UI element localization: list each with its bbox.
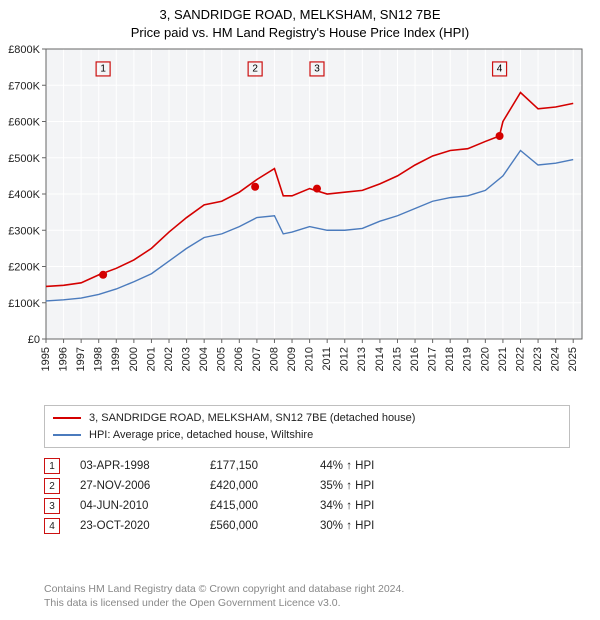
svg-text:2019: 2019 — [462, 347, 474, 371]
transaction-date: 04-JUN-2010 — [80, 500, 190, 512]
transaction-date: 27-NOV-2006 — [80, 480, 190, 492]
transaction-number: 2 — [44, 478, 60, 494]
svg-text:2010: 2010 — [304, 347, 316, 371]
svg-text:£400K: £400K — [8, 189, 40, 201]
svg-text:2009: 2009 — [286, 347, 298, 371]
svg-text:2: 2 — [252, 64, 258, 75]
legend-swatch — [53, 417, 81, 419]
transaction-row: 4 23-OCT-2020 £560,000 30% ↑ HPI — [44, 516, 570, 536]
svg-text:2003: 2003 — [180, 347, 192, 371]
svg-text:2022: 2022 — [514, 347, 526, 371]
svg-text:1995: 1995 — [40, 347, 52, 371]
svg-text:2007: 2007 — [251, 347, 263, 371]
transaction-pct: 44% ↑ HPI — [320, 460, 420, 472]
transaction-row: 3 04-JUN-2010 £415,000 34% ↑ HPI — [44, 496, 570, 516]
transaction-row: 2 27-NOV-2006 £420,000 35% ↑ HPI — [44, 476, 570, 496]
chart-title: 3, SANDRIDGE ROAD, MELKSHAM, SN12 7BE Pr… — [0, 0, 600, 41]
legend-swatch — [53, 434, 81, 436]
svg-text:2020: 2020 — [479, 347, 491, 371]
legend: 3, SANDRIDGE ROAD, MELKSHAM, SN12 7BE (d… — [44, 405, 570, 448]
svg-text:1997: 1997 — [75, 347, 87, 371]
chart-svg: £0 £100K £200K £300K £400K £500K £600K £700K £80… — [0, 41, 600, 401]
transaction-price: £415,000 — [210, 500, 300, 512]
svg-text:2023: 2023 — [532, 347, 544, 371]
svg-text:£800K: £800K — [8, 44, 40, 56]
transaction-number: 1 — [44, 458, 60, 474]
legend-label: 3, SANDRIDGE ROAD, MELKSHAM, SN12 7BE (d… — [89, 410, 415, 427]
svg-text:2016: 2016 — [409, 347, 421, 371]
svg-text:2012: 2012 — [339, 347, 351, 371]
svg-text:2013: 2013 — [356, 347, 368, 371]
svg-text:2021: 2021 — [497, 347, 509, 371]
transaction-date: 23-OCT-2020 — [80, 520, 190, 532]
svg-text:£200K: £200K — [8, 262, 40, 274]
svg-text:2015: 2015 — [391, 347, 403, 371]
svg-text:£500K: £500K — [8, 153, 40, 165]
svg-text:2006: 2006 — [233, 347, 245, 371]
transaction-date: 03-APR-1998 — [80, 460, 190, 472]
svg-text:2018: 2018 — [444, 347, 456, 371]
svg-text:2025: 2025 — [567, 347, 579, 371]
transaction-table: 1 03-APR-1998 £177,150 44% ↑ HPI 2 27-NOV-200… — [44, 456, 570, 536]
svg-text:2004: 2004 — [198, 347, 210, 371]
title-line-1: 3, SANDRIDGE ROAD, MELKSHAM, SN12 7BE — [0, 6, 600, 24]
page: 3, SANDRIDGE ROAD, MELKSHAM, SN12 7BE Pr… — [0, 0, 600, 620]
svg-text:2002: 2002 — [163, 347, 175, 371]
chart: £0 £100K £200K £300K £400K £500K £600K £700K £80… — [0, 41, 600, 401]
legend-row: HPI: Average price, detached house, Wilt… — [53, 427, 561, 444]
footer-line-1: Contains HM Land Registry data © Crown c… — [44, 582, 570, 596]
transaction-pct: 30% ↑ HPI — [320, 520, 420, 532]
footer-line-2: This data is licensed under the Open Gov… — [44, 596, 570, 610]
transaction-price: £177,150 — [210, 460, 300, 472]
svg-text:1: 1 — [100, 64, 106, 75]
svg-text:2011: 2011 — [321, 347, 333, 371]
svg-text:2000: 2000 — [128, 347, 140, 371]
legend-label: HPI: Average price, detached house, Wilt… — [89, 427, 313, 444]
legend-row: 3, SANDRIDGE ROAD, MELKSHAM, SN12 7BE (d… — [53, 410, 561, 427]
svg-text:3: 3 — [314, 64, 320, 75]
title-line-2: Price paid vs. HM Land Registry's House … — [0, 24, 600, 42]
transaction-row: 1 03-APR-1998 £177,150 44% ↑ HPI — [44, 456, 570, 476]
transaction-price: £560,000 — [210, 520, 300, 532]
svg-text:£300K: £300K — [8, 225, 40, 237]
svg-text:1999: 1999 — [110, 347, 122, 371]
svg-text:4: 4 — [497, 64, 503, 75]
transaction-price: £420,000 — [210, 480, 300, 492]
svg-text:2014: 2014 — [374, 347, 386, 371]
transaction-number: 3 — [44, 498, 60, 514]
footer-license: Contains HM Land Registry data © Crown c… — [44, 582, 570, 610]
svg-text:£0: £0 — [28, 334, 40, 346]
svg-text:2017: 2017 — [427, 347, 439, 371]
svg-text:£600K: £600K — [8, 117, 40, 129]
svg-text:2001: 2001 — [145, 347, 157, 371]
transaction-number: 4 — [44, 518, 60, 534]
transaction-pct: 35% ↑ HPI — [320, 480, 420, 492]
svg-text:2008: 2008 — [268, 347, 280, 371]
svg-text:2024: 2024 — [550, 347, 562, 371]
svg-text:1998: 1998 — [93, 347, 105, 371]
svg-text:1996: 1996 — [57, 347, 69, 371]
svg-text:£700K: £700K — [8, 80, 40, 92]
svg-text:£100K: £100K — [8, 298, 40, 310]
svg-text:2005: 2005 — [216, 347, 228, 371]
transaction-pct: 34% ↑ HPI — [320, 500, 420, 512]
